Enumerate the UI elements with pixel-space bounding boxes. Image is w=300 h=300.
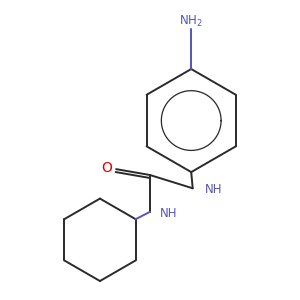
Text: NH: NH [205,183,222,196]
Text: NH: NH [160,207,178,220]
Text: NH$_2$: NH$_2$ [179,14,203,29]
Text: O: O [101,161,112,175]
